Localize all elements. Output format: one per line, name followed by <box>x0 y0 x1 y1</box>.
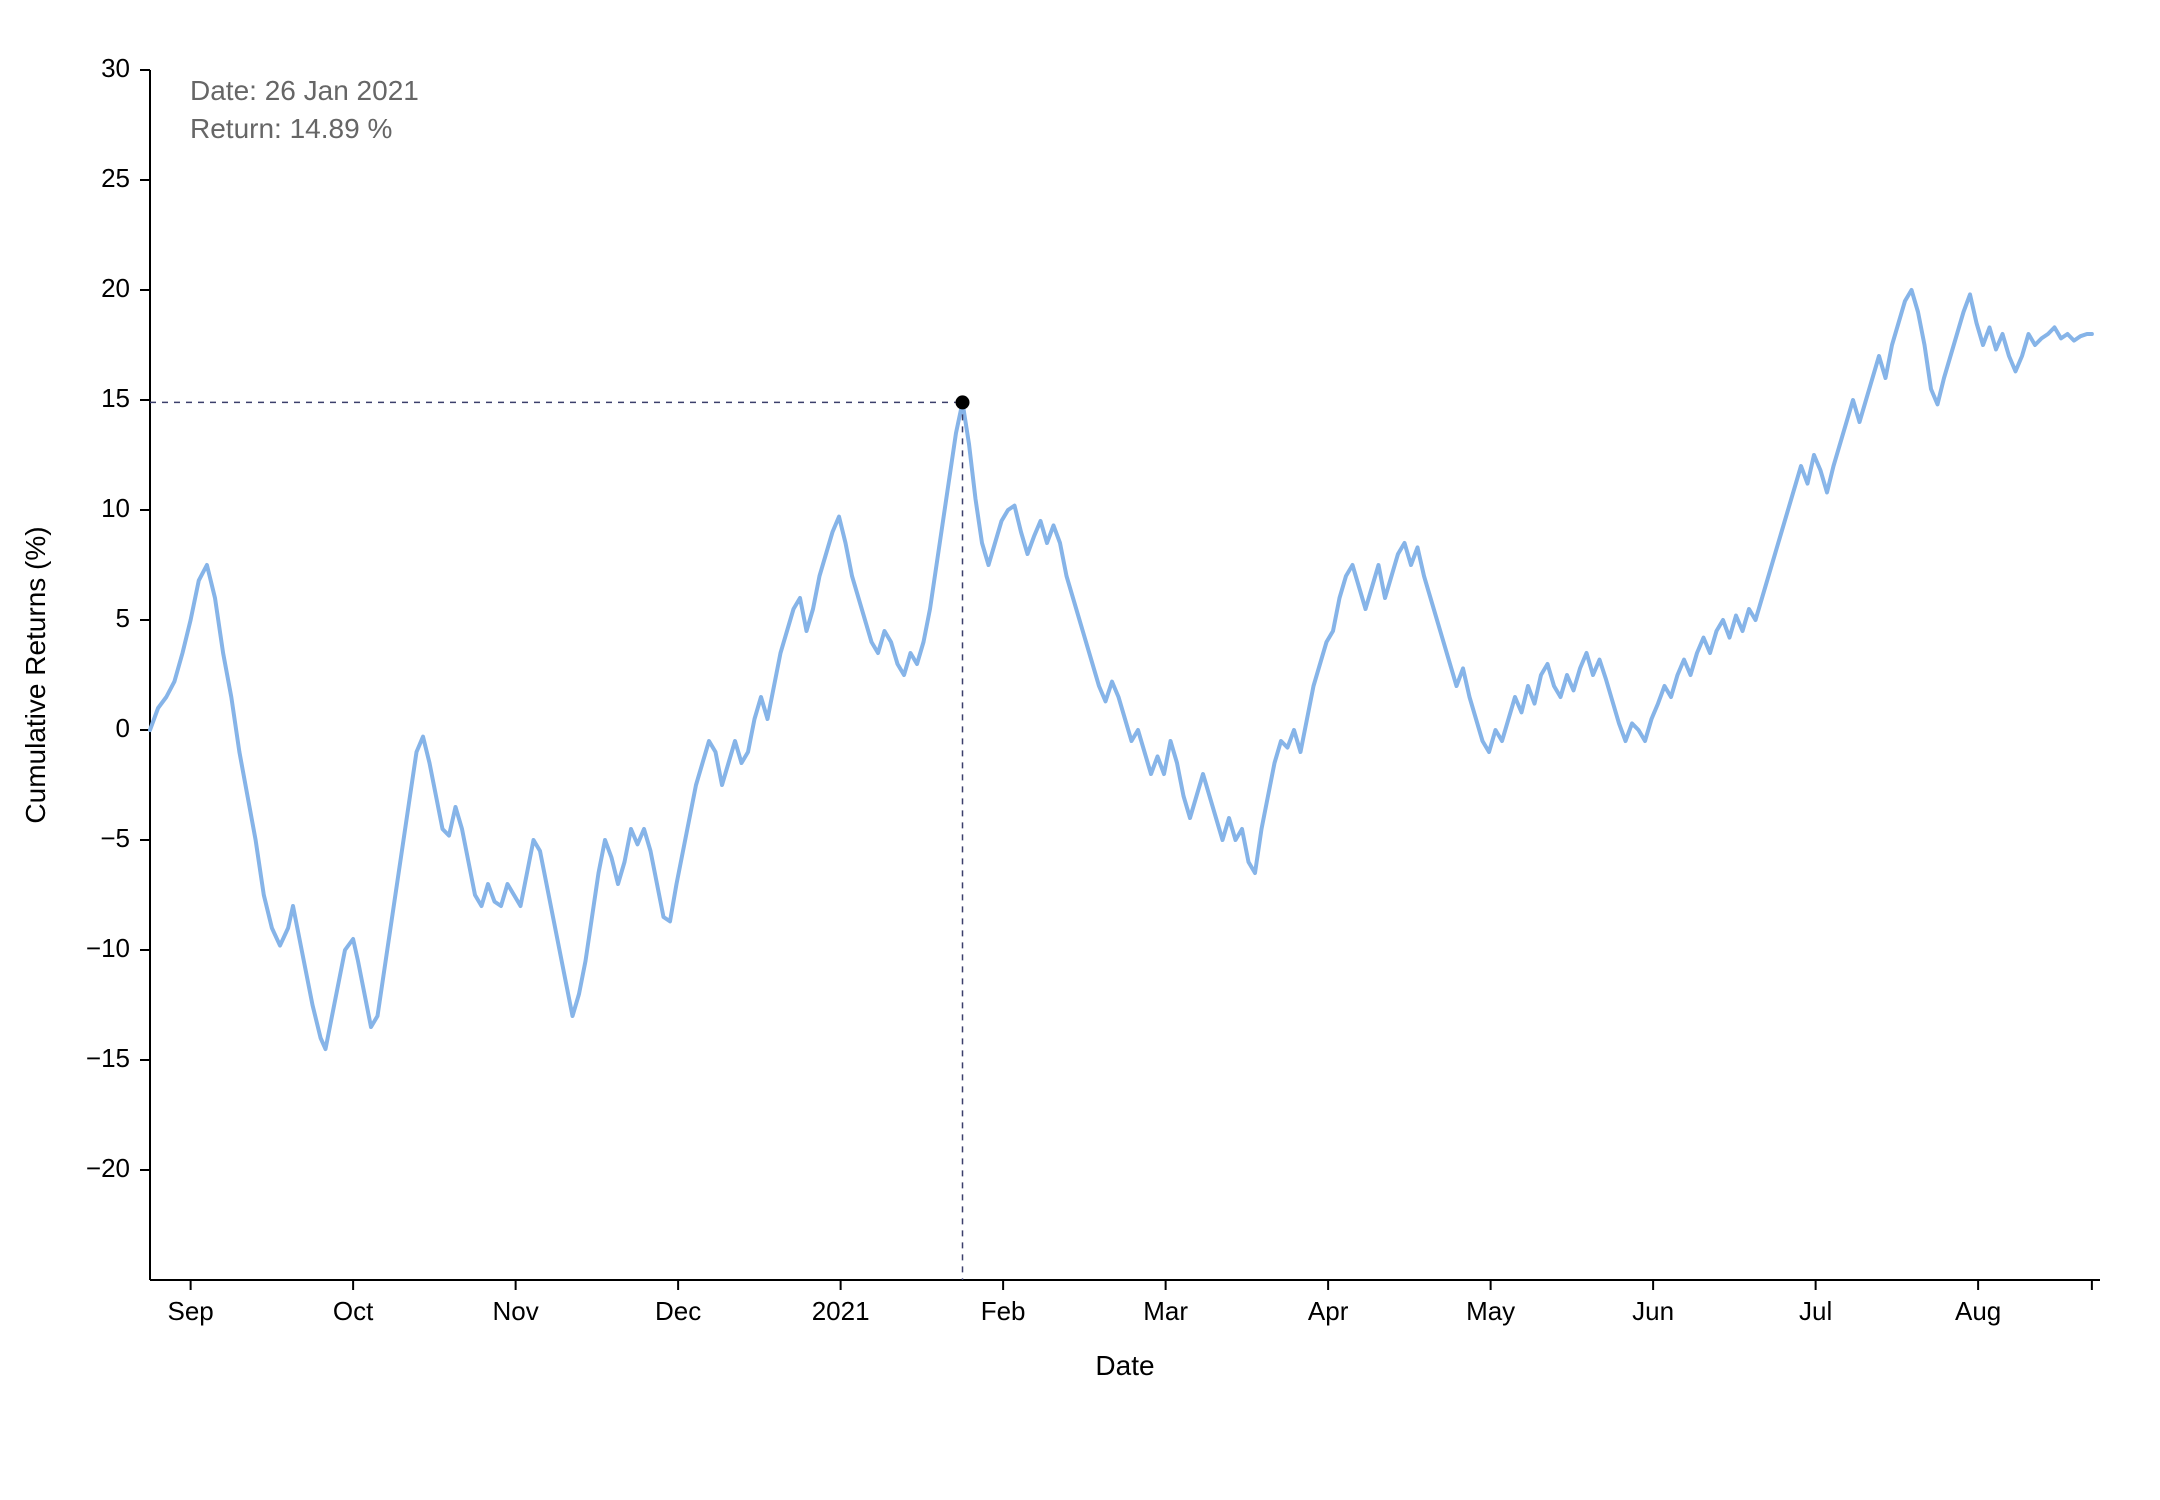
y-tick-label: 10 <box>101 493 130 523</box>
y-tick-label: −15 <box>86 1043 130 1073</box>
x-tick-label: Jul <box>1799 1296 1832 1326</box>
x-tick-label: Sep <box>167 1296 213 1326</box>
y-tick-label: 20 <box>101 273 130 303</box>
x-tick-label: Feb <box>981 1296 1026 1326</box>
x-tick-label: 2021 <box>812 1296 870 1326</box>
y-tick-label: 5 <box>116 603 130 633</box>
y-tick-label: 30 <box>101 53 130 83</box>
y-tick-label: −5 <box>100 823 130 853</box>
chart-svg[interactable]: −20 −15 −10 −5 0 5 10 15 20 25 30 Sep Oct Nov Dec 2021 F… <box>0 0 2160 1500</box>
chart-bg <box>0 0 2160 1500</box>
annotation-date: Date: 26 Jan 2021 <box>190 75 419 106</box>
x-tick-label: Mar <box>1143 1296 1188 1326</box>
x-axis-title: Date <box>1095 1350 1154 1381</box>
hover-point <box>956 395 970 409</box>
annotation-return: Return: 14.89 % <box>190 113 392 144</box>
y-tick-label: 15 <box>101 383 130 413</box>
x-tick-label: Jun <box>1632 1296 1674 1326</box>
y-tick-label: 0 <box>116 713 130 743</box>
x-tick-label: May <box>1466 1296 1515 1326</box>
x-tick-label: Dec <box>655 1296 701 1326</box>
y-tick-label: −20 <box>86 1153 130 1183</box>
returns-chart: −20 −15 −10 −5 0 5 10 15 20 25 30 Sep Oct Nov Dec 2021 F… <box>0 0 2160 1500</box>
x-tick-label: Apr <box>1308 1296 1349 1326</box>
y-axis-title: Cumulative Returns (%) <box>20 526 51 823</box>
x-tick-label: Nov <box>493 1296 539 1326</box>
x-tick-label: Aug <box>1955 1296 2001 1326</box>
x-tick-label: Oct <box>333 1296 374 1326</box>
y-tick-label: 25 <box>101 163 130 193</box>
y-tick-label: −10 <box>86 933 130 963</box>
